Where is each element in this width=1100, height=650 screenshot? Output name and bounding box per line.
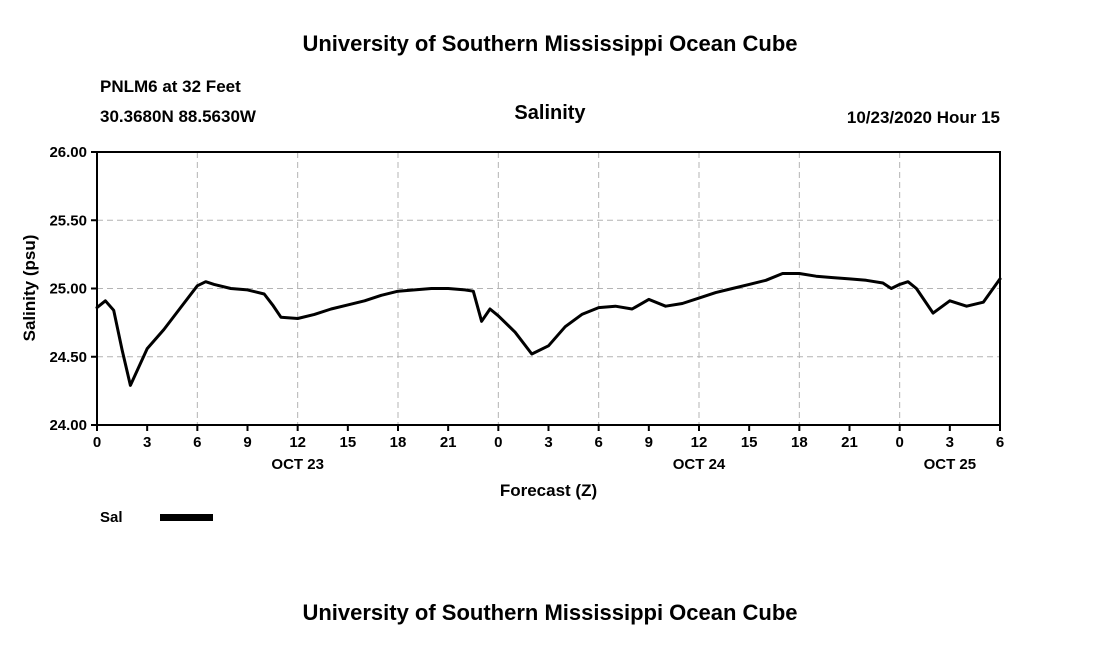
x-tick-label: 12 bbox=[289, 434, 306, 451]
x-tick-label: 3 bbox=[143, 434, 151, 451]
x-tick-label: 18 bbox=[791, 434, 808, 451]
x-tick-label: 21 bbox=[841, 434, 858, 451]
x-tick-label: 6 bbox=[996, 434, 1004, 451]
y-tick-label: 26.00 bbox=[49, 144, 87, 161]
station-coordinates: 30.3680N 88.5630W bbox=[100, 107, 256, 126]
x-tick-label: 9 bbox=[243, 434, 251, 451]
x-tick-label: 15 bbox=[339, 434, 356, 451]
y-tick-label: 24.50 bbox=[49, 349, 87, 366]
x-tick-label: 15 bbox=[741, 434, 758, 451]
figure-title-top: University of Southern Mississippi Ocean… bbox=[302, 31, 798, 56]
x-tick-label: 0 bbox=[93, 434, 101, 451]
x-tick-label: 3 bbox=[544, 434, 552, 451]
date-label: OCT 24 bbox=[673, 456, 726, 473]
date-label: OCT 25 bbox=[924, 456, 977, 473]
x-tick-label: 6 bbox=[594, 434, 602, 451]
legend-line-swatch bbox=[160, 514, 213, 521]
x-tick-label: 0 bbox=[895, 434, 903, 451]
x-tick-label: 0 bbox=[494, 434, 502, 451]
x-tick-label: 18 bbox=[390, 434, 407, 451]
plot-title: Salinity bbox=[514, 102, 586, 124]
x-tick-label: 21 bbox=[440, 434, 457, 451]
x-tick-label: 6 bbox=[193, 434, 201, 451]
x-tick-label: 3 bbox=[946, 434, 954, 451]
y-tick-label: 24.00 bbox=[49, 417, 87, 434]
y-tick-label: 25.00 bbox=[49, 281, 87, 298]
date-label: OCT 23 bbox=[271, 456, 324, 473]
y-tick-label: 25.50 bbox=[49, 212, 87, 229]
x-tick-label: 9 bbox=[645, 434, 653, 451]
salinity-line bbox=[95, 272, 1002, 387]
datetime-label: 10/23/2020 Hour 15 bbox=[846, 108, 1000, 127]
x-tick-label: 12 bbox=[691, 434, 708, 451]
figure-title-bottom: University of Southern Mississippi Ocean… bbox=[302, 600, 798, 625]
x-axis-label: Forecast (Z) bbox=[499, 481, 598, 500]
legend-label-sal: Sal bbox=[100, 509, 123, 526]
station-id: PNLM6 at 32 Feet bbox=[100, 77, 241, 96]
